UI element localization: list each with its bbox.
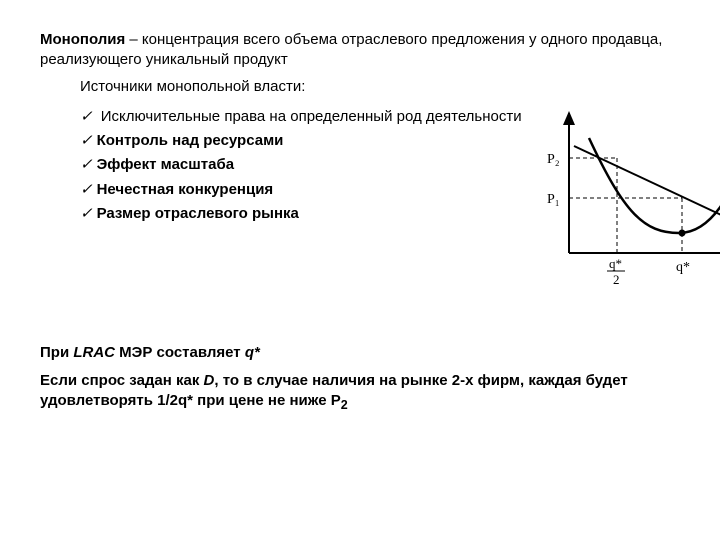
chart: LRACDqP₂P₁q*q*2 xyxy=(534,103,720,293)
svg-text:P₂: P₂ xyxy=(547,152,560,167)
bottom-line-2: Если спрос задан как D, то в случае нали… xyxy=(40,371,680,414)
check-icon: ✓ xyxy=(80,205,93,222)
check-icon: ✓ xyxy=(80,156,93,173)
bottom-line-1: При LRAC МЭР составляет q* xyxy=(40,343,680,363)
bottom-text: При LRAC МЭР составляет q* Если спрос за… xyxy=(40,343,680,414)
check-icon: ✓ xyxy=(80,181,93,198)
bullet-text: Исключительные права на определенный род… xyxy=(101,108,522,125)
check-icon: ✓ xyxy=(80,132,93,149)
bullet-item: ✓Эффект масштаба xyxy=(80,155,522,175)
sources-label: Источники монопольной власти: xyxy=(80,77,680,97)
lrac-chart: LRACDqP₂P₁q*q*2 xyxy=(534,103,720,293)
bullet-item: ✓Контроль над ресурсами xyxy=(80,131,522,151)
bullet-text: Нечестная конкуренция xyxy=(97,181,274,198)
bullet-text: Эффект масштаба xyxy=(97,156,234,173)
bullet-item: ✓Нечестная конкуренция xyxy=(80,180,522,200)
bullet-text: Размер отраслевого рынка xyxy=(97,205,299,222)
bullet-column: ✓ Исключительные права на определенный р… xyxy=(80,103,522,228)
title-rest: – концентрация всего объема отраслевого … xyxy=(40,31,662,68)
svg-text:q*: q* xyxy=(676,260,690,275)
content-row: ✓ Исключительные права на определенный р… xyxy=(40,103,680,293)
svg-text:P₁: P₁ xyxy=(547,192,560,207)
title: Монополия – концентрация всего объема от… xyxy=(40,30,680,71)
bullet-text: Контроль над ресурсами xyxy=(97,132,284,149)
svg-text:q*: q* xyxy=(609,256,622,271)
bullet-item: ✓ Исключительные права на определенный р… xyxy=(80,107,522,127)
check-icon: ✓ xyxy=(80,108,93,125)
bullet-item: ✓Размер отраслевого рынка xyxy=(80,204,522,224)
title-bold: Монополия xyxy=(40,31,125,48)
svg-text:2: 2 xyxy=(613,272,620,287)
